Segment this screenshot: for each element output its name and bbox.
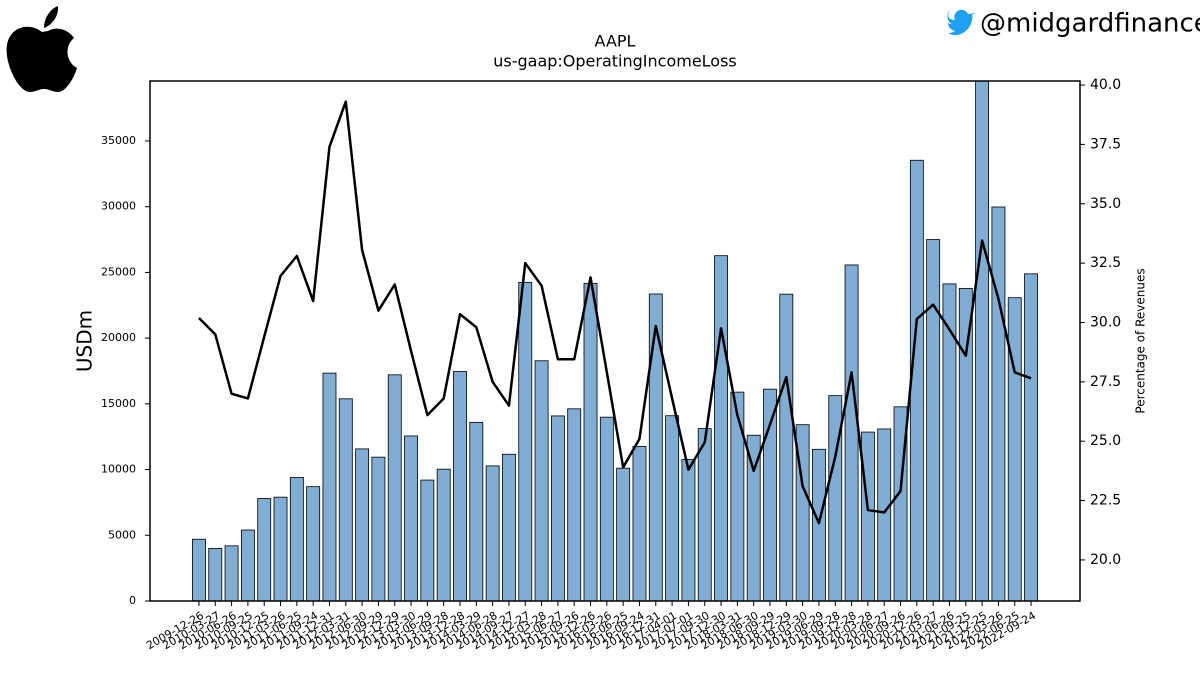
bar	[518, 281, 533, 601]
y-tick-label: 20000	[101, 331, 136, 344]
bar	[909, 159, 924, 601]
line	[198, 100, 1032, 525]
bar	[192, 538, 206, 601]
y2-tick-label: 27.5	[1090, 374, 1121, 390]
bar	[306, 486, 321, 601]
bar	[860, 431, 875, 601]
plot-frame	[149, 80, 1081, 602]
bar	[632, 446, 647, 601]
bar	[289, 477, 304, 601]
bar	[240, 529, 255, 601]
bar	[338, 398, 353, 601]
twitter-icon	[947, 9, 976, 36]
bar	[926, 239, 941, 601]
bar	[502, 453, 516, 601]
bar	[877, 428, 892, 601]
bar	[453, 371, 467, 601]
y2-tick-label: 40.0	[1090, 77, 1121, 93]
bar	[991, 206, 1006, 601]
bar	[599, 416, 614, 601]
bar	[844, 264, 859, 601]
bar	[420, 479, 435, 601]
y2-tick-label: 22.5	[1090, 493, 1121, 509]
bar	[485, 465, 500, 601]
bar	[404, 435, 418, 601]
bar	[648, 293, 663, 601]
bar	[355, 448, 370, 601]
y-axis-label: USDm	[73, 310, 97, 372]
bar	[322, 372, 337, 601]
brand: @midgardfinance	[980, 9, 1200, 39]
y-tick-label: 15000	[101, 397, 136, 410]
bar	[763, 388, 777, 601]
bar	[779, 293, 794, 601]
y-tick-label: 25000	[101, 265, 136, 278]
bar	[273, 496, 288, 601]
chart-title: AAPL	[595, 32, 636, 51]
bar	[371, 456, 386, 601]
y2-tick-label: 32.5	[1090, 255, 1121, 271]
bar	[436, 468, 451, 601]
bar	[665, 415, 680, 601]
bar	[828, 395, 843, 601]
y2-tick-label: 30.0	[1090, 314, 1121, 330]
bars	[192, 81, 1038, 601]
lines	[198, 100, 1032, 525]
bar	[958, 287, 973, 601]
bar	[469, 421, 484, 601]
bar	[550, 415, 565, 601]
bar	[224, 545, 239, 601]
y2-tick-label: 25.0	[1090, 433, 1121, 449]
y2-tick-label: 35.0	[1090, 196, 1121, 212]
bar	[257, 498, 272, 601]
y-tick-label: 10000	[101, 463, 136, 476]
bar	[567, 408, 582, 601]
bar	[812, 448, 826, 601]
bar	[681, 459, 696, 601]
bar	[1007, 297, 1022, 601]
apple-logo	[6, 6, 78, 92]
bar	[208, 548, 223, 601]
bar	[697, 428, 712, 601]
y-tick-label: 35000	[101, 134, 136, 147]
y-tick-label: 5000	[108, 528, 136, 541]
bar	[616, 467, 631, 601]
bar	[387, 374, 402, 601]
bar	[714, 255, 728, 601]
bar	[975, 81, 990, 601]
bar	[583, 282, 598, 601]
bar	[942, 283, 957, 601]
y2-axis-label: Percentage of Revenues	[1134, 268, 1148, 413]
chart-subtitle: us-gaap:OperatingIncomeLoss	[493, 52, 737, 71]
bar	[730, 391, 745, 601]
y2-tick-label: 37.5	[1090, 136, 1121, 152]
y-tick-label: 0	[129, 594, 136, 607]
y-tick-label: 30000	[101, 200, 136, 213]
bar	[1024, 273, 1038, 601]
bar	[534, 360, 549, 601]
y2-tick-label: 20.0	[1090, 552, 1121, 568]
